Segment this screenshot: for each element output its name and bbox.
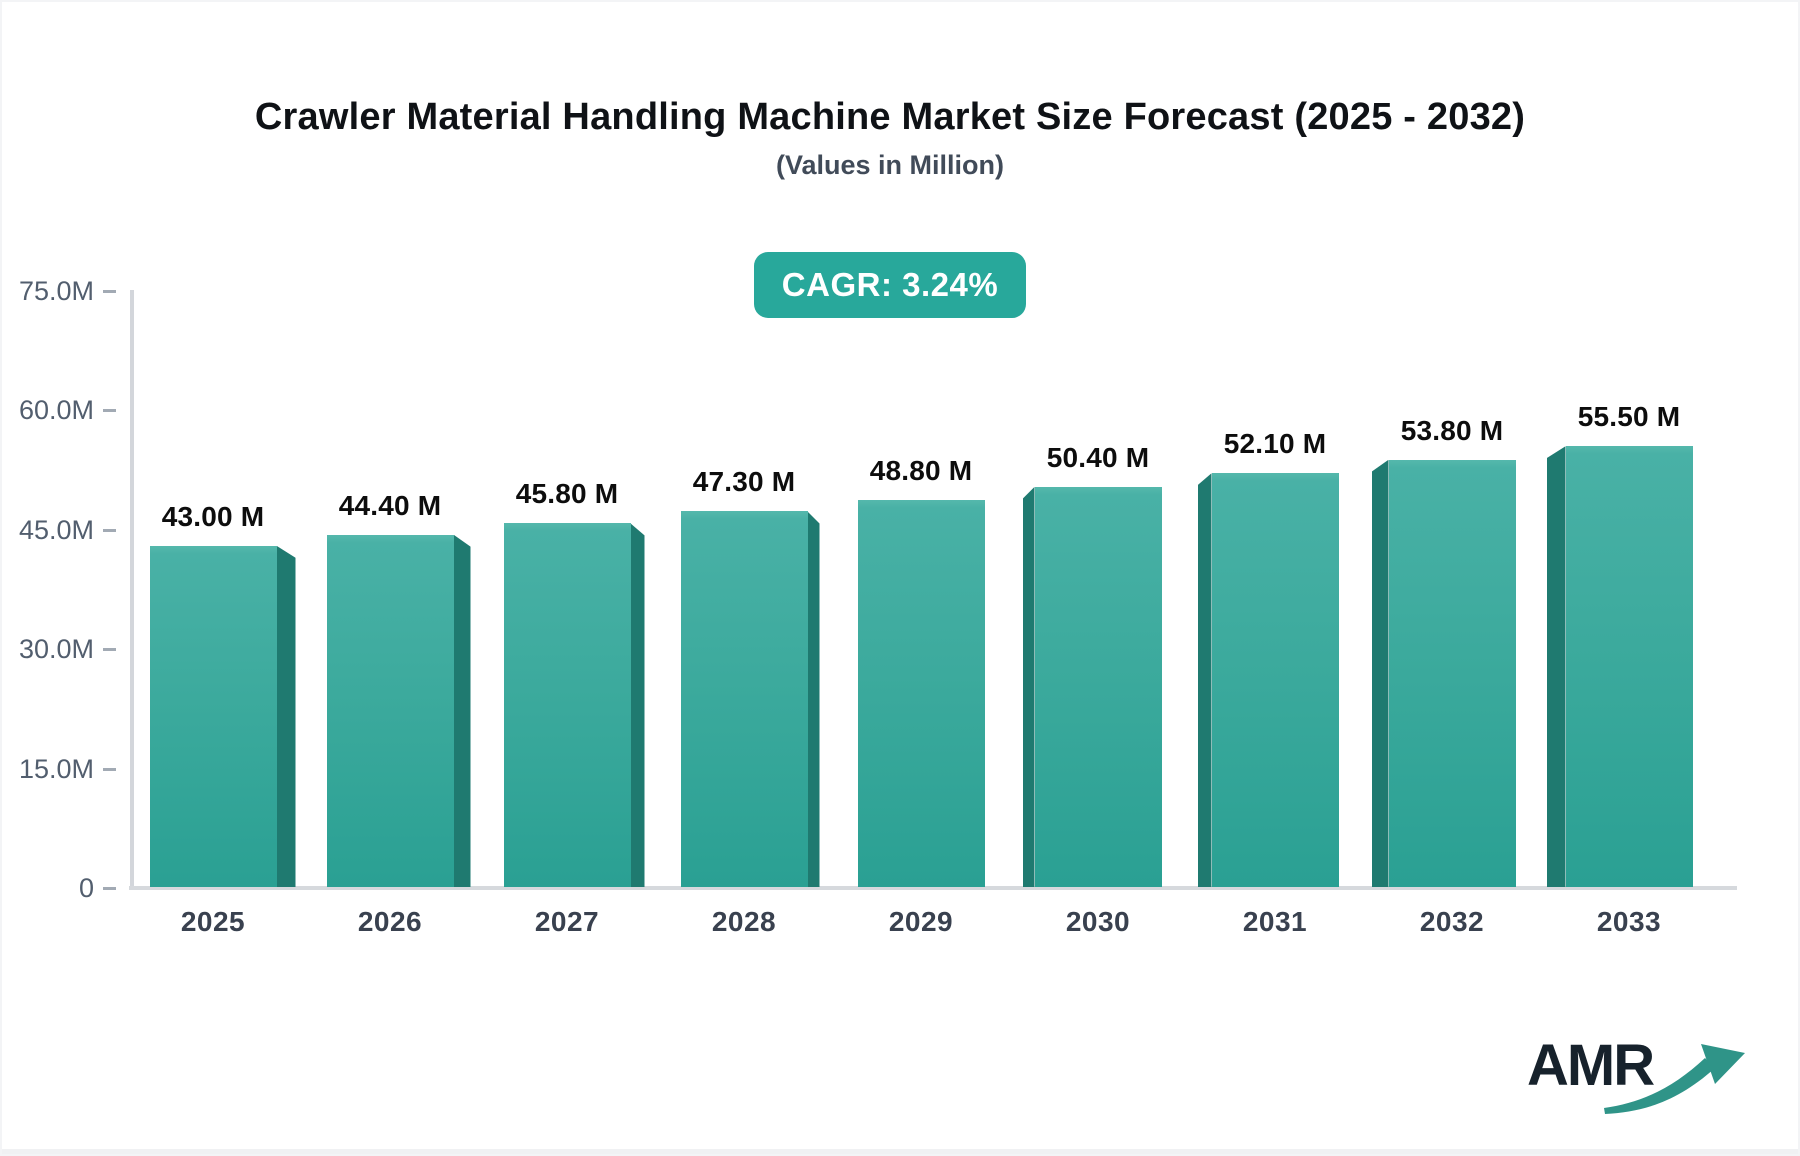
bar-2028 <box>680 511 808 887</box>
bar-value-label: 43.00 M <box>161 500 265 532</box>
bar-2033 <box>1565 446 1693 887</box>
y-axis-tick-label: 60.0M <box>18 395 94 426</box>
bar-2030 <box>1034 486 1162 887</box>
bar-side-face <box>1371 459 1389 887</box>
y-axis-tick-mark <box>103 887 116 890</box>
bar-side-face <box>1197 473 1212 887</box>
y-axis-tick-label: 45.0M <box>18 514 94 545</box>
y-axis-tick-label: 0 <box>78 873 94 903</box>
y-axis-tick-mark <box>103 767 116 771</box>
brand-logo: AMR <box>1505 1022 1755 1132</box>
bar-value-label: 47.30 M <box>692 466 796 498</box>
x-axis-tick-label: 2026 <box>357 906 423 937</box>
x-axis-line <box>129 886 1737 890</box>
x-axis-tick-label: 2031 <box>1242 906 1308 937</box>
y-axis-tick-mark <box>103 528 116 532</box>
y-axis-tick-mark <box>103 648 116 652</box>
bar-value-label: 55.50 M <box>1577 401 1681 433</box>
bar-value-label: 48.80 M <box>869 454 973 486</box>
y-axis-tick-label: 15.0M <box>18 753 94 784</box>
y-axis-tick-mark <box>103 409 116 413</box>
bar-2029 <box>857 499 985 887</box>
x-axis-tick-label: 2032 <box>1419 906 1485 937</box>
bar-2026 <box>326 534 454 887</box>
cagr-badge-container: CAGR: 3.24% <box>0 252 1780 318</box>
x-axis-tick-label: 2029 <box>888 906 954 937</box>
bar-value-label: 52.10 M <box>1223 428 1327 460</box>
y-axis-tick-label: 30.0M <box>18 634 94 665</box>
bar-value-label: 44.40 M <box>338 489 442 521</box>
bar-side-face <box>1022 486 1035 887</box>
y-axis-line <box>130 290 134 888</box>
bar-value-label: 50.40 M <box>1046 441 1150 473</box>
bar-value-label: 45.80 M <box>515 478 619 510</box>
bar-side-face <box>1546 446 1566 887</box>
brand-logo-text: AMR <box>1527 1033 1655 1098</box>
bar-side-face <box>807 511 820 887</box>
x-axis-tick-label: 2025 <box>180 906 246 937</box>
bar-side-face <box>630 523 645 887</box>
bar-2032 <box>1388 459 1516 887</box>
chart-subtitle: (Values in Million) <box>775 150 1005 180</box>
chart-title: Crawler Material Handling Machine Market… <box>254 96 1526 138</box>
bar-side-face <box>453 534 471 887</box>
x-axis-tick-label: 2028 <box>711 906 777 937</box>
bar-2031 <box>1211 473 1339 887</box>
growth-arrow-icon <box>1604 1044 1745 1114</box>
bar-2027 <box>503 523 631 887</box>
y-axis-tick-label: 75.0M <box>18 276 94 306</box>
bar-value-label: 53.80 M <box>1400 414 1504 446</box>
bar-2025 <box>149 545 277 887</box>
x-axis-tick-label: 2030 <box>1065 906 1131 937</box>
cagr-badge: CAGR: 3.24% <box>753 252 1027 318</box>
y-axis-tick-mark <box>103 290 116 293</box>
bar-side-face <box>276 545 296 887</box>
x-axis-tick-label: 2033 <box>1596 906 1662 937</box>
x-axis-tick-label: 2027 <box>534 906 600 937</box>
